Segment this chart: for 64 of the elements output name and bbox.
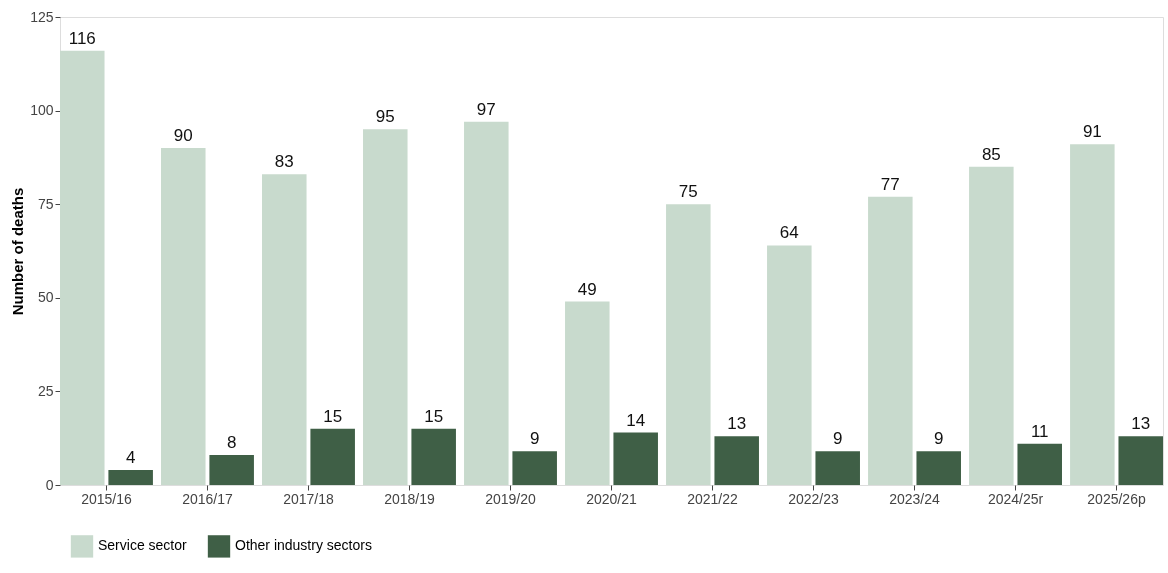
data-label: 64 bbox=[779, 223, 799, 243]
bar bbox=[411, 428, 456, 485]
data-label: 77 bbox=[880, 174, 900, 194]
data-label: 15 bbox=[424, 406, 444, 426]
bar bbox=[868, 196, 913, 485]
data-label: 15 bbox=[323, 406, 343, 426]
data-label: 11 bbox=[1030, 421, 1049, 441]
data-label: 49 bbox=[577, 279, 597, 299]
y-tick-label: 0 bbox=[45, 476, 54, 493]
data-label: 90 bbox=[173, 126, 193, 146]
bar bbox=[714, 436, 759, 485]
data-label: 116 bbox=[68, 28, 96, 48]
y-tick-label: 25 bbox=[37, 382, 54, 399]
y-axis-title: Number of deaths bbox=[9, 187, 27, 316]
data-label: 91 bbox=[1082, 122, 1102, 142]
y-tick-label: 100 bbox=[30, 102, 54, 119]
x-tick-label: 2019/20 bbox=[485, 490, 537, 507]
y-tick-label: 50 bbox=[37, 289, 54, 306]
bar bbox=[666, 204, 711, 485]
data-label: 8 bbox=[226, 433, 237, 453]
bar bbox=[613, 432, 658, 485]
data-label: 9 bbox=[832, 429, 843, 449]
x-tick-label: 2015/16 bbox=[81, 490, 132, 507]
x-tick-label: 2018/19 bbox=[384, 490, 435, 507]
x-tick-label: 2025/26p bbox=[1087, 490, 1146, 507]
bar bbox=[310, 428, 355, 485]
bar bbox=[1118, 436, 1163, 485]
bar bbox=[916, 451, 961, 485]
data-label: 13 bbox=[1131, 414, 1151, 434]
y-tick-label: 125 bbox=[30, 8, 54, 25]
data-label: 9 bbox=[933, 429, 944, 449]
bar bbox=[209, 455, 254, 485]
x-tick-label: 2022/23 bbox=[788, 490, 840, 507]
data-label: 83 bbox=[274, 152, 294, 172]
data-label: 97 bbox=[476, 99, 496, 119]
x-tick-label: 2024/25r bbox=[987, 490, 1044, 507]
bar bbox=[565, 301, 610, 485]
data-label: 9 bbox=[529, 429, 540, 449]
data-label: 4 bbox=[125, 448, 136, 468]
bar bbox=[767, 245, 812, 485]
x-tick-label: 2023/24 bbox=[889, 490, 941, 507]
legend-label: Service sector bbox=[98, 537, 188, 554]
bar bbox=[161, 148, 206, 485]
data-label: 13 bbox=[727, 414, 747, 434]
data-label: 85 bbox=[981, 144, 1001, 164]
y-tick-label: 75 bbox=[37, 195, 54, 212]
x-tick-label: 2017/18 bbox=[283, 490, 334, 507]
data-label: 95 bbox=[375, 107, 395, 127]
bar bbox=[262, 174, 307, 485]
data-label: 75 bbox=[678, 182, 698, 202]
x-tick-label: 2020/21 bbox=[586, 490, 638, 507]
bar bbox=[108, 470, 153, 485]
legend-label: Other industry sectors bbox=[235, 537, 372, 554]
x-tick-label: 2016/17 bbox=[182, 490, 233, 507]
bar bbox=[1017, 443, 1062, 485]
bar bbox=[815, 451, 860, 485]
bar bbox=[512, 451, 557, 485]
bar bbox=[464, 121, 509, 485]
bar bbox=[1070, 144, 1115, 485]
x-tick-label: 2021/22 bbox=[687, 490, 739, 507]
bar bbox=[363, 129, 408, 485]
bar bbox=[969, 166, 1014, 485]
data-label: 14 bbox=[626, 410, 646, 430]
bar bbox=[60, 50, 105, 485]
